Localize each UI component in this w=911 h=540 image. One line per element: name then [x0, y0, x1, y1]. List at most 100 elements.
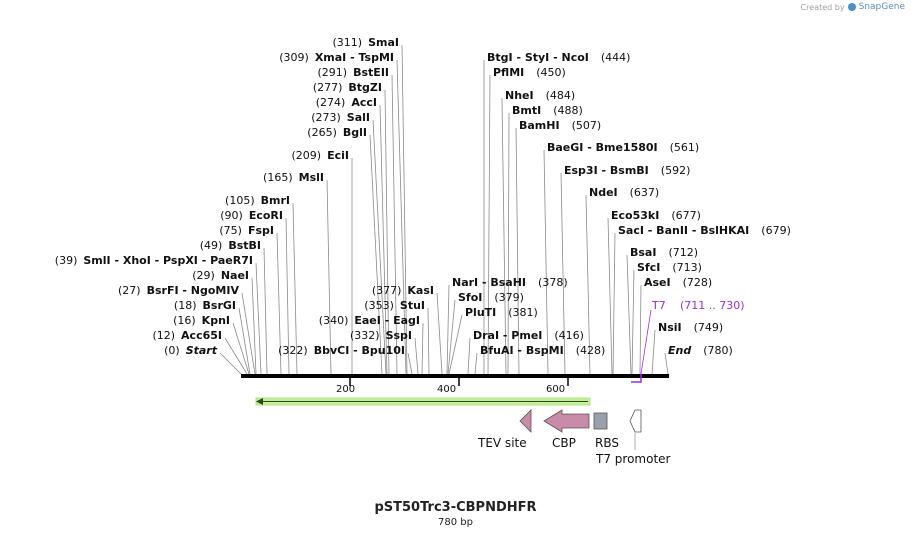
site-leader-line [448, 314, 463, 375]
site-enzyme-name: SfcI [637, 261, 660, 274]
site-label: NdeI (637) [589, 186, 659, 199]
ruler-tick-label: 600 [546, 384, 565, 395]
feature-tev-site: TEV site [477, 409, 532, 450]
site-position: (75) [219, 224, 242, 237]
restriction-site: (309) XmaI - TspMI [279, 51, 407, 375]
primer-t7: T7 (711 .. 730) [631, 299, 745, 383]
site-leader-line [263, 247, 268, 375]
restriction-site: (18) BsrGI [174, 299, 251, 375]
site-label: (274) AccI [316, 96, 377, 109]
ruler-tick-label: 400 [437, 384, 456, 395]
site-label: (353) StuI [364, 299, 425, 312]
snapgene-logo-icon [847, 3, 856, 11]
site-leader-line [421, 322, 424, 375]
site-label: (340) EaeI - EagI [319, 314, 420, 327]
site-label: (90) EcoRI [220, 209, 283, 222]
feature-cbp-label: CBP [552, 436, 576, 450]
feature-t7-promoter-arrow [629, 409, 642, 433]
site-leader-line [664, 352, 669, 375]
site-leader-line [384, 89, 390, 375]
site-leader-line [639, 284, 642, 375]
feature-cbp: CBP [543, 409, 590, 450]
site-label: SacI - BanII - BslHKAI (679) [618, 224, 791, 237]
site-enzyme-name: Acc65I [181, 329, 222, 342]
site-enzyme-name: KasI [407, 284, 434, 297]
site-leader-line [241, 292, 256, 375]
site-enzyme-name: BsrFI - NgoMIV [147, 284, 240, 297]
restriction-site: BtgI - StyI - NcoI (444) [483, 51, 630, 374]
restriction-site: (29) NaeI [192, 269, 257, 375]
sequence-length: 780 bp [438, 517, 473, 528]
restriction-site: (277) BtgZI [313, 81, 390, 375]
restriction-site: (273) SalI [311, 111, 387, 375]
restriction-site: SfcI (713) [631, 261, 702, 375]
watermark: Created by SnapGene [801, 2, 905, 12]
site-leader-line [219, 352, 242, 375]
site-label: SfcI (713) [637, 261, 702, 274]
watermark-prefix: Created by [800, 2, 845, 12]
site-position: (39) [55, 254, 78, 267]
site-enzyme-name: NheI [505, 89, 534, 102]
site-position: (277) [313, 81, 343, 94]
site-leader-line [487, 74, 491, 375]
site-enzyme-name: PflMI [493, 66, 524, 79]
restriction-site: (291) BstEII [318, 66, 398, 375]
restriction-site: (75) FspI [219, 224, 282, 375]
site-enzyme-name: EaeI - EagI [354, 314, 420, 327]
site-label: DraI - PmeI (416) [473, 329, 584, 342]
site-label: (322) BbvCI - Bpu10I [278, 344, 405, 357]
feature-cbp-arrow [543, 409, 590, 433]
restriction-site: (49) BstBI [200, 239, 268, 375]
primer-t7-range: (711 .. 730) [680, 299, 745, 312]
site-label: BmtI (488) [512, 104, 583, 117]
site-label: (18) BsrGI [174, 299, 236, 312]
sequence-backbone [241, 374, 669, 378]
site-position: (637) [630, 186, 660, 199]
site-enzyme-name: StuI [400, 299, 425, 312]
site-position: (379) [494, 291, 524, 304]
site-label: (29) NaeI [192, 269, 249, 282]
site-enzyme-name: SalI [347, 111, 370, 124]
site-enzyme-name: SmlI - XhoI - PspXI - PaeR7I [83, 254, 253, 267]
site-leader-line [507, 112, 510, 375]
site-enzyme-name: NdeI [589, 186, 618, 199]
site-position: (780) [703, 344, 733, 357]
site-enzyme-name: PluTI [465, 306, 496, 319]
restriction-site: (209) EciI [292, 149, 353, 374]
site-label: (27) BsrFI - NgoMIV [118, 284, 239, 297]
site-leader-line [401, 44, 408, 375]
restriction-site: BaeGI - Bme1580I (561) [543, 141, 699, 375]
site-label: NheI (484) [505, 89, 575, 102]
sequence-title: pST50Trc3-CBPNDHFR [374, 500, 537, 515]
restriction-site: (90) EcoRI [220, 209, 290, 375]
restriction-site: PluTI (381) [448, 306, 538, 375]
primer-t7-leader [640, 309, 652, 375]
site-leader-line [255, 262, 262, 375]
restriction-site: NheI (484) [501, 89, 575, 375]
feature-rbs: RBS [593, 412, 619, 450]
site-position: (450) [536, 66, 566, 79]
restriction-site: (265) BglI [307, 126, 383, 375]
site-enzyme-name: Start [186, 344, 218, 357]
watermark-brand: SnapGene [858, 2, 905, 12]
site-position: (749) [694, 321, 724, 334]
site-enzyme-name: XmaI - TspMI [315, 51, 394, 64]
site-position: (488) [553, 104, 583, 117]
site-label: (105) BmrI [225, 194, 290, 207]
site-position: (377) [372, 284, 402, 297]
site-label: (12) Acc65I [152, 329, 222, 342]
site-enzyme-name: FspI [248, 224, 274, 237]
site-position: (309) [279, 51, 309, 64]
site-enzyme-name: BfuAI - BspMI [480, 344, 564, 357]
site-label: End (780) [668, 344, 733, 357]
restriction-site: SfoI (379) [447, 291, 524, 375]
site-enzyme-name: NaeI [221, 269, 249, 282]
site-position: (332) [350, 329, 380, 342]
site-enzyme-name: NsiI [658, 321, 682, 334]
site-label: AseI (728) [644, 276, 712, 289]
site-leader-line [251, 277, 257, 375]
site-leader-line [515, 127, 520, 375]
site-enzyme-name: BmtI [512, 104, 541, 117]
site-label: (0) Start [164, 344, 218, 357]
site-leader-line [631, 269, 635, 375]
